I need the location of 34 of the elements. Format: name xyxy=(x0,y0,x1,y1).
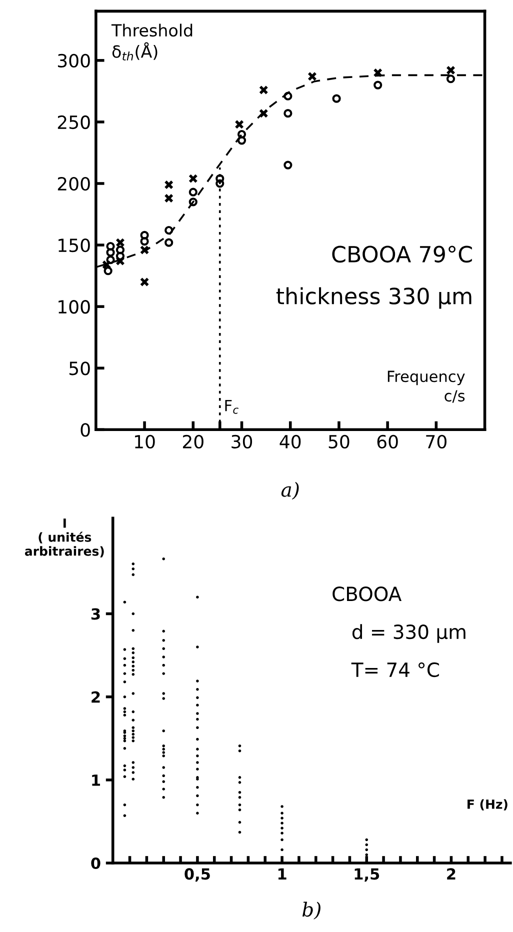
y-tick-label: 1 xyxy=(92,774,100,786)
y-axis-title: I ( unités arbitraires) xyxy=(24,518,104,558)
annotation: d = 330 μm xyxy=(352,624,466,643)
y-tick-label: 100 xyxy=(58,300,90,314)
x-tick-label: 1 xyxy=(278,868,286,880)
y-tick-label: 250 xyxy=(58,115,90,130)
annotation: F$_{c}$ xyxy=(225,400,238,414)
x-tick-label: 70 xyxy=(426,434,446,448)
y-tick-label: 200 xyxy=(58,176,90,191)
y-tick-label: 300 xyxy=(58,54,90,68)
x-tick-label: 40 xyxy=(280,434,301,448)
y-tick-label: 3 xyxy=(91,608,100,620)
x-tick-label: 10 xyxy=(135,434,155,448)
x-axis-title: F (Hz) xyxy=(468,799,508,810)
x-tick-label: 2 xyxy=(447,868,456,880)
y-tick-label: 2 xyxy=(92,691,100,703)
y-tick-label: 0 xyxy=(80,423,90,437)
text: a) xyxy=(281,482,299,500)
x-tick-label: 1,5 xyxy=(354,868,380,882)
annotation: CBOOA 79°C xyxy=(332,246,472,263)
y-tick-label: 0 xyxy=(91,857,100,870)
x-tick-label: 0,5 xyxy=(184,868,210,882)
y-axis-title: Threshold δ$_{th}$(Å) xyxy=(111,24,192,60)
x-tick-label: 30 xyxy=(232,434,252,448)
y-tick-label: 150 xyxy=(58,238,90,252)
annotation: CBOOA xyxy=(332,586,402,602)
annotation: T= 74 °C xyxy=(351,662,439,678)
x-tick-label: 20 xyxy=(182,434,204,448)
x-axis-title: Frequency c/s xyxy=(388,370,465,403)
x-tick-label: 60 xyxy=(377,434,398,448)
annotation: thickness 330 μm xyxy=(276,287,472,309)
y-tick-label: 50 xyxy=(69,362,90,376)
text: b) xyxy=(302,902,320,920)
x-tick-label: 50 xyxy=(328,434,350,448)
